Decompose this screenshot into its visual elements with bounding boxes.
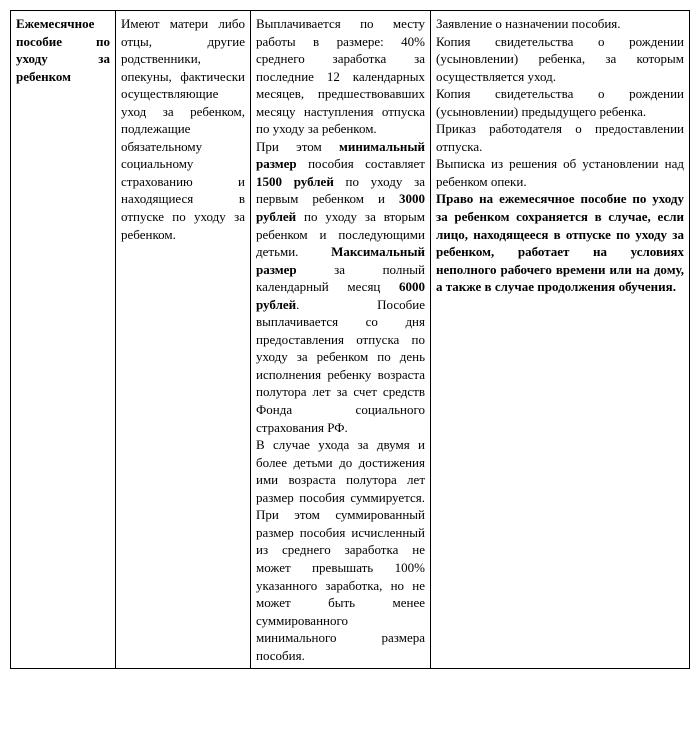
doc-p2: Копия свидетельства о рождении (усыновле… [436, 34, 684, 84]
cell-recipients: Имеют матери либо отцы, другие родственн… [116, 11, 251, 669]
doc-p3: Копия свидетельства о рождении (усыновле… [436, 86, 684, 119]
doc-p5: Выписка из решения об установлении над р… [436, 156, 684, 189]
doc-p1: Заявление о назначении пособия. [436, 16, 621, 31]
payment-p2d: 1500 рублей [256, 174, 334, 189]
payment-p1: Выплачивается по месту работы в размере:… [256, 16, 425, 136]
benefits-table: Ежемесячное пособие по уходу за ребенком… [10, 10, 690, 669]
benefit-title: Ежемесячное пособие по уходу за ребенком [16, 16, 110, 84]
payment-p2c: пособия составляет [297, 156, 425, 171]
recipients-text: Имеют матери либо отцы, другие родственн… [121, 16, 245, 242]
cell-documents: Заявление о назначении пособия. Копия св… [431, 11, 690, 669]
table-row: Ежемесячное пособие по уходу за ребенком… [11, 11, 690, 669]
doc-p6: Право на ежемесячное пособие по уходу за… [436, 191, 684, 294]
cell-benefit-name: Ежемесячное пособие по уходу за ребенком [11, 11, 116, 669]
payment-p2k: . Пособие выплачивается со дня предостав… [256, 297, 425, 435]
payment-p2a: При этом [256, 139, 339, 154]
doc-p4: Приказ работодателя о предоставлении отп… [436, 121, 684, 154]
cell-payment-terms: Выплачивается по месту работы в размере:… [251, 11, 431, 669]
payment-p3: В случае ухода за двумя и более детьми д… [256, 437, 425, 663]
